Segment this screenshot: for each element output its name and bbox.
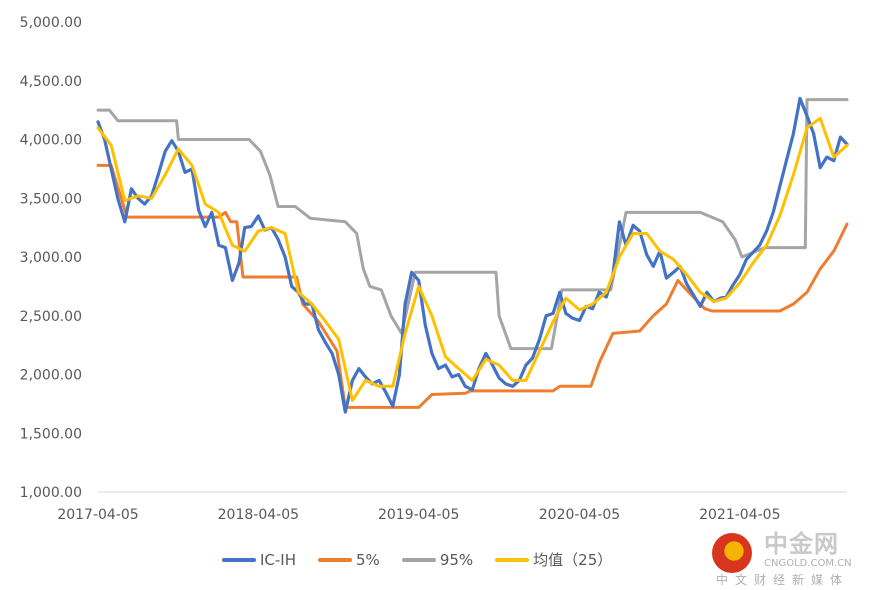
legend-item-95pct[interactable]: 95% [401,550,474,569]
legend-label: 95% [439,550,474,569]
x-tick-label: 2021-04-05 [699,507,780,523]
y-tick-label: 1,000.00 [20,485,82,501]
logo-sub: 中文财经新媒体 [716,573,850,587]
series-line-ic-ih [96,96,849,414]
y-tick-label: 5,000.00 [20,15,82,31]
x-tick-label: 2018-04-05 [218,507,299,523]
x-tick-label: 2020-04-05 [539,507,620,523]
legend-label: IC-IH [260,550,297,569]
y-tick-label: 4,000.00 [20,133,82,149]
legend-swatch [222,557,256,562]
x-tick-label: 2017-04-05 [57,507,138,523]
x-tick-label: 2019-04-05 [378,507,459,523]
y-tick-label: 2,500.00 [20,309,82,325]
legend-item-mean25[interactable]: 均值（25） [495,549,612,570]
legend-swatch [401,557,436,562]
legend-item-ic-ih[interactable]: IC-IH [222,551,296,569]
legend-label: 均值（25） [533,551,613,569]
series-line-95pct [96,98,849,351]
legend-swatch [318,557,353,562]
legend: IC-IH 5% 95% 均值（25） [222,549,612,570]
series-line-mean25 [96,116,849,402]
y-tick-label: 3,000.00 [20,250,82,266]
y-tick-label: 3,500.00 [20,191,82,207]
y-tick-label: 1,500.00 [20,426,82,442]
logo-en: CNGOLD.COM.CN [764,558,852,569]
logo-cn: 中金网 [764,530,839,558]
series-line-5pct [96,163,849,409]
legend-item-5pct[interactable]: 5% [318,551,380,569]
y-tick-label: 4,500.00 [20,74,82,90]
cngold-watermark-logo: 中金网 CNGOLD.COM.CN 中文财经新媒体 [712,531,862,589]
legend-swatch [495,557,530,562]
y-tick-label: 2,000.00 [20,368,82,384]
legend-label: 5% [356,550,380,569]
logo-emblem-icon [712,533,752,573]
